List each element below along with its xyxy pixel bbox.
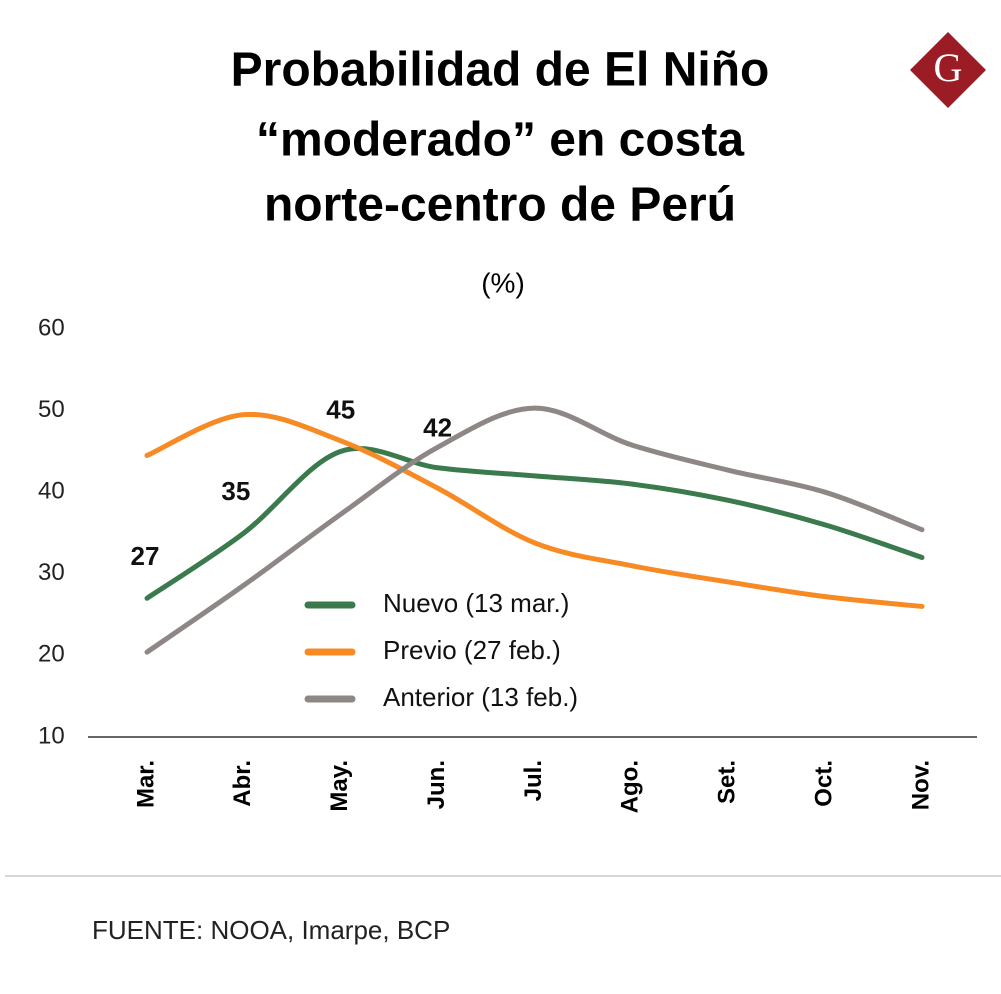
subtitle: (%) [481, 267, 525, 298]
data-label: 27 [131, 541, 160, 571]
legend-label: Anterior (13 feb.) [383, 682, 578, 712]
x-tick-label: Oct. [810, 760, 837, 807]
x-tick-label: Jul. [520, 760, 547, 801]
line [144, 446, 925, 601]
data-label: 45 [326, 394, 355, 424]
y-tick-label: 30 [38, 559, 65, 586]
chart-title: norte-centro de Perú [264, 179, 736, 232]
y-tick-label: 50 [38, 396, 65, 423]
x-tick-label: Mar. [132, 760, 159, 808]
line [144, 411, 925, 609]
data-label: 42 [423, 413, 452, 443]
y-tick-label: 10 [38, 722, 65, 749]
data-label: 35 [221, 476, 250, 506]
x-tick-label: May. [326, 760, 353, 812]
x-tick-label: Ago. [617, 760, 644, 813]
x-tick-label: Nov. [907, 760, 934, 810]
legend-label: Nuevo (13 mar.) [383, 588, 569, 618]
source: FUENTE: NOOA, Imarpe, BCP [92, 915, 450, 945]
x-tick-label: Jun. [423, 760, 450, 809]
chart-title: Probabilidad de El Niño [231, 44, 770, 97]
x-tick-label: Abr. [229, 760, 256, 807]
line [144, 405, 925, 655]
y-tick-label: 20 [38, 641, 65, 668]
logo: G [934, 45, 963, 90]
x-tick-label: Set. [714, 760, 741, 804]
legend-label: Previo (27 feb.) [383, 635, 561, 665]
logo-diamond [910, 32, 986, 108]
y-tick-label: 60 [38, 314, 65, 341]
y-tick-label: 40 [38, 478, 65, 505]
chart-title: “moderado” en costa [256, 114, 744, 167]
